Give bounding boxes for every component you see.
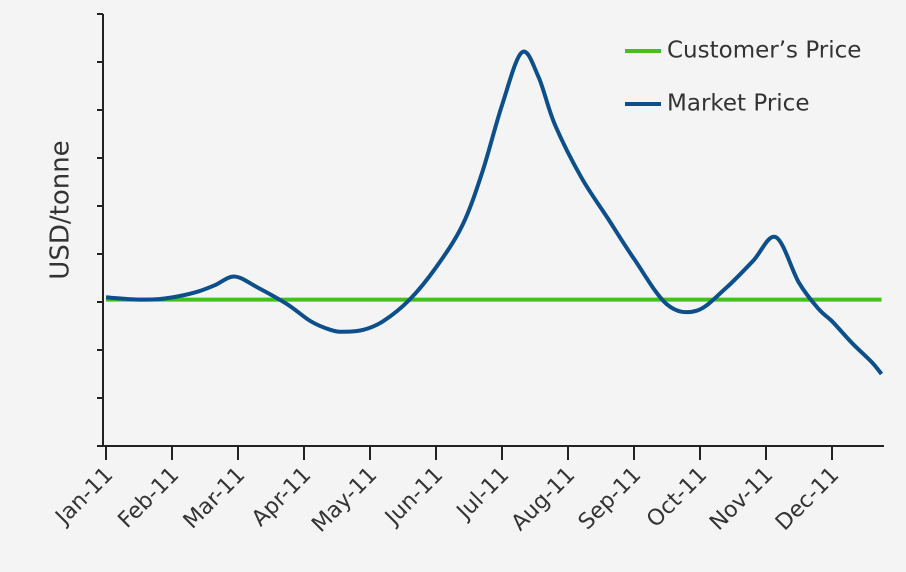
x-ticks [105,446,833,460]
x-tick-label: Jul-11 [451,463,514,526]
y-ticks [97,13,103,447]
x-tick-label: Mar-11 [179,463,250,534]
x-tick-label: Nov-11 [705,463,778,536]
y-axis-label: USD/tonne [46,140,76,279]
x-tick-label: Apr-11 [247,463,316,532]
series-layer [105,49,884,376]
x-tick-label: Jun-11 [379,463,448,532]
x-tick-label: Dec-11 [771,463,844,536]
x-tick-label: Jan-11 [50,463,118,531]
legend-label-customers-price: Customer’s Price [667,38,861,64]
x-tick-label: Sep-11 [574,463,646,535]
legend: Customer’s Price Market Price [625,38,861,117]
legend-item-customers-price: Customer’s Price [625,38,861,64]
x-tick-label: Oct-11 [642,463,712,533]
legend-item-market-price: Market Price [625,91,809,117]
axes [102,14,884,447]
x-tick-label: Aug-11 [507,463,580,536]
series-line-market-price [105,49,884,376]
x-tick-label: May-11 [307,463,382,538]
legend-label-market-price: Market Price [667,91,809,117]
x-tick-label: Feb-11 [114,463,185,534]
